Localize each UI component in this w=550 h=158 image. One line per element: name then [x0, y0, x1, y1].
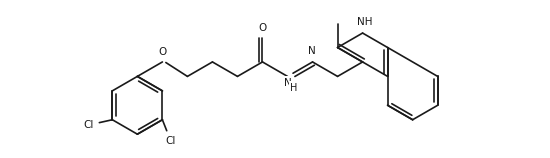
Text: Cl: Cl	[83, 120, 94, 130]
Text: Cl: Cl	[166, 136, 176, 146]
Text: H: H	[290, 83, 298, 93]
Text: NH: NH	[357, 17, 373, 27]
Text: O: O	[258, 23, 267, 33]
Text: N: N	[308, 46, 316, 56]
Text: O: O	[158, 47, 167, 57]
Text: N: N	[284, 78, 292, 88]
